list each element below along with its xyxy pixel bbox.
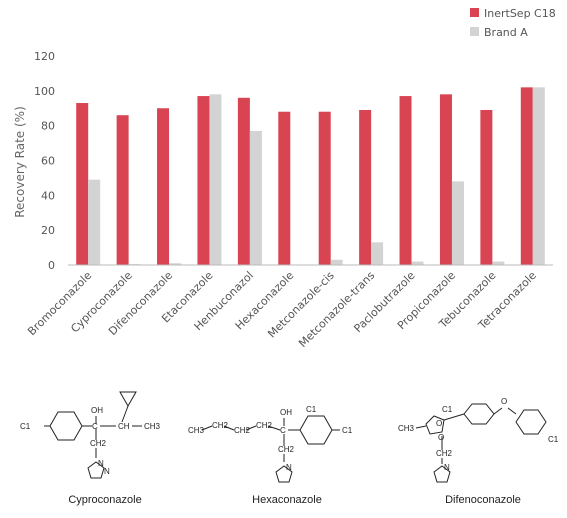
bar-inertsep-c18 [116,115,129,265]
legend-swatch [470,27,479,36]
svg-text:CH2: CH2 [436,449,453,458]
svg-text:C1: C1 [548,435,559,444]
recovery-bar-chart: InertSep C18 Brand A Recovery Rate (%) 0 2… [13,7,556,350]
svg-text:C1: C1 [342,426,353,435]
cyproconazole-structure: C1 OH C CH CH3 CH2 N N [20,391,161,479]
x-category-label: Metconazole-trans [296,269,377,350]
svg-text:N: N [286,463,292,472]
bar-brand-a [249,130,262,265]
svg-text:C1: C1 [442,405,453,414]
difenoconazole-structure: C1 CH3 O O O C1 CH2 N [398,397,559,483]
svg-text:O: O [438,433,444,442]
svg-text:O: O [436,419,442,428]
bar-inertsep-c18 [237,97,250,265]
svg-text:N: N [98,459,104,468]
svg-text:CH2: CH2 [234,426,251,435]
svg-text:CH2: CH2 [212,421,229,430]
y-axis-ticks: 0 20 40 60 80 100 120 [34,50,55,272]
structure-name-hexaconazole: Hexaconazole [252,494,322,506]
x-axis-categories: BromoconazoleCyproconazoleDifenoconazole… [25,269,539,350]
svg-text:N: N [104,467,110,476]
hexaconazole-structure: CH3 CH2 CH2 CH2 OH C C1 C1 CH2 N [188,405,353,483]
bar-inertsep-c18 [399,96,412,265]
y-tick-label: 60 [41,155,55,168]
svg-text:CH: CH [118,422,130,431]
svg-text:C1: C1 [306,405,317,414]
svg-text:CH2: CH2 [256,421,273,430]
bar-inertsep-c18 [197,96,210,265]
svg-text:CH2: CH2 [278,445,295,454]
y-tick-label: 80 [41,120,55,133]
svg-text:CH3: CH3 [188,426,205,435]
svg-text:CH3: CH3 [398,424,415,433]
svg-text:C: C [280,426,286,435]
svg-text:CH3: CH3 [144,422,161,431]
bar-brand-a [532,87,545,265]
bars [76,87,545,266]
y-tick-label: 120 [34,50,55,63]
y-tick-label: 20 [41,224,55,237]
bar-brand-a [330,259,343,265]
bar-brand-a [492,261,505,265]
svg-text:N: N [444,463,450,472]
bar-inertsep-c18 [278,111,291,265]
bar-brand-a [209,94,222,265]
svg-text:OH: OH [280,408,292,417]
legend-swatch [470,8,479,17]
svg-text:OH: OH [91,406,103,415]
bar-brand-a [371,242,384,265]
bar-inertsep-c18 [520,87,533,265]
y-tick-label: 100 [34,85,55,98]
structure-name-cyproconazole: Cyproconazole [68,494,142,506]
svg-text:C: C [92,422,98,431]
y-axis-label: Recovery Rate (%) [13,106,27,218]
bar-inertsep-c18 [439,94,452,265]
bar-brand-a [169,263,182,265]
y-tick-label: 40 [41,189,55,202]
bar-inertsep-c18 [359,109,372,265]
bar-brand-a [451,181,464,265]
svg-text:C1: C1 [20,422,31,431]
svg-text:O: O [501,397,507,406]
legend: InertSep C18 Brand A [470,7,556,39]
bar-inertsep-c18 [480,109,493,265]
y-tick-label: 0 [48,259,55,272]
bar-brand-a [88,179,101,265]
bar-inertsep-c18 [76,103,89,266]
legend-label: Brand A [484,26,528,39]
bar-brand-a [411,261,424,265]
svg-text:CH2: CH2 [90,439,107,448]
structure-name-difenoconazole: Difenoconazole [445,494,521,506]
bar-inertsep-c18 [157,108,170,265]
legend-label: InertSep C18 [484,7,556,20]
bar-inertsep-c18 [318,111,331,265]
